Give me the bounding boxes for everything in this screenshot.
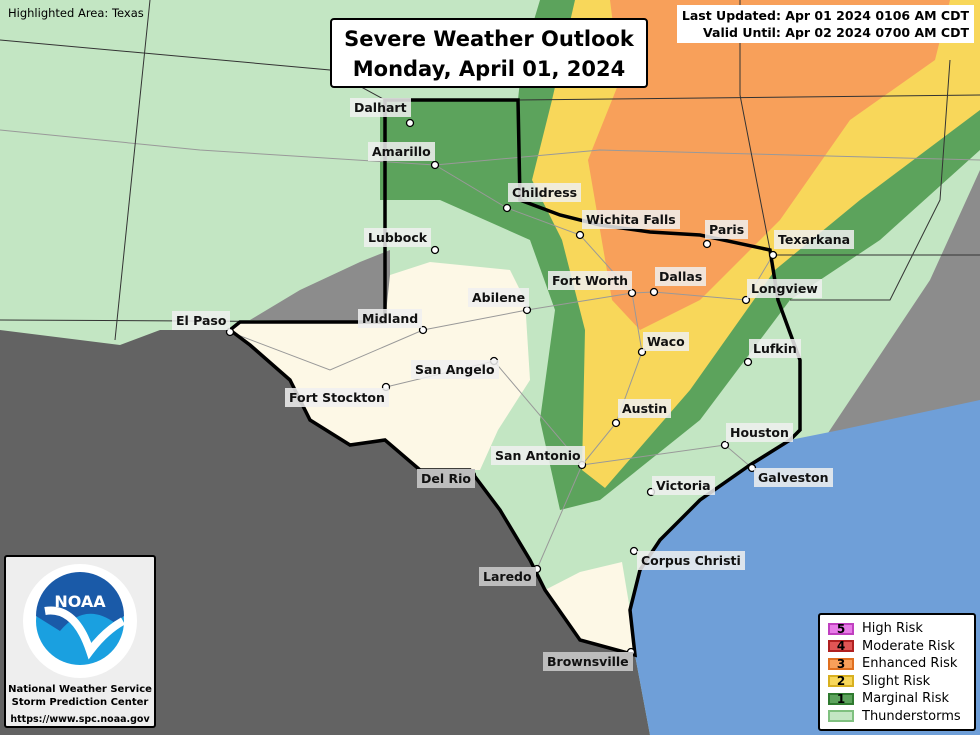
highlighted-area-label: Highlighted Area: Texas	[8, 6, 144, 20]
no-risk-area-south	[545, 562, 635, 655]
city-label: Paris	[705, 220, 749, 239]
legend-item: 3 Enhanced Risk	[828, 655, 966, 673]
svg-text:NOAA: NOAA	[54, 592, 106, 611]
city-dot	[502, 203, 512, 213]
legend-item: 5 High Risk	[828, 620, 966, 638]
city-label: Galveston	[754, 468, 833, 487]
mexico-area	[0, 330, 650, 735]
city-label: Fort Worth	[548, 271, 633, 290]
city-label: Fort Stockton	[285, 388, 389, 407]
legend-item: 4 Moderate Risk	[828, 638, 966, 656]
valid-until: Valid Until: Apr 02 2024 0700 AM CDT	[703, 25, 969, 40]
city-label: San Antonio	[491, 446, 585, 465]
last-updated: Last Updated: Apr 01 2024 0106 AM CDT	[681, 8, 969, 23]
legend-label: Thunderstorms	[862, 708, 961, 724]
city-dot	[627, 288, 637, 298]
city-label: Texarkana	[774, 230, 855, 249]
city-label: Houston	[726, 423, 793, 442]
noaa-logo: NOAA	[23, 564, 137, 678]
city-label: Del Rio	[417, 469, 475, 488]
city-dot	[720, 440, 730, 450]
city-label: Midland	[358, 309, 423, 328]
city-dot	[418, 325, 428, 335]
city-label: Dallas	[655, 267, 707, 286]
legend-label: Marginal Risk	[862, 691, 950, 707]
risk-legend: 5 High Risk 4 Moderate Risk 3 Enhanced Risk 2 S…	[818, 613, 976, 731]
legend-item: 2 Slight Risk	[828, 673, 966, 691]
city-label: Amarillo	[368, 142, 435, 161]
city-label: Wichita Falls	[582, 210, 680, 229]
noaa-logo-panel: NOAA National Weather Service Storm Pred…	[4, 555, 156, 728]
city-label: Austin	[618, 399, 672, 418]
city-label: Lubbock	[364, 228, 432, 247]
city-dot	[743, 357, 753, 367]
city-dot	[522, 305, 532, 315]
city-label: Lufkin	[749, 339, 801, 358]
legend-swatch: 5	[828, 622, 854, 636]
city-dot	[405, 118, 415, 128]
city-dot	[702, 239, 712, 249]
legend-label: Enhanced Risk	[862, 656, 958, 672]
enhanced-risk-area	[588, 0, 950, 330]
title-line: Severe Weather Outlook	[344, 27, 634, 51]
legend-swatch: 2	[828, 674, 854, 688]
legend-swatch	[828, 710, 854, 723]
city-label: San Angelo	[411, 360, 499, 379]
map-title: Severe Weather Outlook Monday, April 01,…	[330, 18, 648, 88]
city-label: Brownsville	[543, 652, 633, 671]
city-label: Corpus Christi	[637, 551, 745, 570]
legend-item: 1 Marginal Risk	[828, 690, 966, 708]
legend-label: Moderate Risk	[862, 638, 955, 654]
city-dot	[768, 250, 778, 260]
outside-gray-east	[820, 170, 980, 445]
city-label: Longview	[747, 279, 822, 298]
outside-gray-west	[250, 250, 390, 322]
city-dot	[430, 160, 440, 170]
legend-item: Thunderstorms	[828, 708, 966, 726]
city-label: El Paso	[172, 311, 231, 330]
city-label: Abilene	[468, 288, 530, 307]
city-dot	[575, 230, 585, 240]
legend-swatch: 4	[828, 639, 854, 653]
legend-label: High Risk	[862, 621, 923, 637]
city-dot	[430, 245, 440, 255]
city-label: Laredo	[479, 567, 536, 586]
city-dot	[611, 418, 621, 428]
no-risk-area	[230, 262, 530, 470]
nws-name: National Weather Service	[8, 684, 152, 695]
legend-swatch: 3	[828, 657, 854, 671]
city-label: Childress	[508, 183, 582, 202]
legend-swatch: 1	[828, 692, 854, 706]
timestamps: Last Updated: Apr 01 2024 0106 AM CDT Va…	[676, 5, 974, 43]
spc-name: Storm Prediction Center	[11, 697, 149, 708]
city-label: Waco	[643, 332, 689, 351]
city-dot	[741, 295, 751, 305]
legend-label: Slight Risk	[862, 673, 931, 689]
spc-url[interactable]: https://www.spc.noaa.gov	[10, 714, 150, 725]
city-label: Dalhart	[350, 98, 411, 117]
city-label: Victoria	[652, 476, 715, 495]
date-line: Monday, April 01, 2024	[352, 57, 626, 81]
city-dot	[649, 287, 659, 297]
